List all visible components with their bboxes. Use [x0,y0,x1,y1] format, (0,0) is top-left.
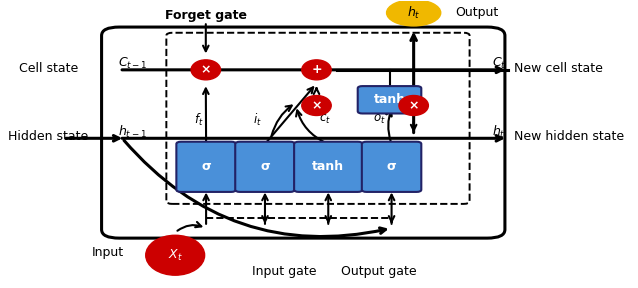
Text: $h_t$: $h_t$ [407,5,420,21]
FancyBboxPatch shape [358,86,421,113]
Text: Output gate: Output gate [341,265,416,278]
FancyBboxPatch shape [294,142,362,192]
Text: ×: × [311,99,322,112]
Text: $h_t$: $h_t$ [492,124,506,140]
Text: $X_t$: $X_t$ [168,248,182,263]
FancyBboxPatch shape [362,142,421,192]
Ellipse shape [302,60,331,80]
Text: $h_{t-1}$: $h_{t-1}$ [119,124,147,140]
Text: $c_t$: $c_t$ [320,113,331,126]
Text: $o_t$: $o_t$ [373,113,385,126]
Text: σ: σ [387,160,396,173]
Text: σ: σ [201,160,211,173]
Text: +: + [311,63,322,76]
FancyBboxPatch shape [235,142,295,192]
Text: tanh: tanh [312,160,345,173]
Text: Input: Input [91,246,124,259]
Circle shape [387,0,441,26]
Text: Input gate: Input gate [252,265,316,278]
Ellipse shape [302,96,331,115]
Text: tanh: tanh [373,93,406,106]
Text: Hidden state: Hidden state [8,130,89,143]
Text: $i_t$: $i_t$ [253,112,262,128]
FancyBboxPatch shape [101,27,505,238]
FancyBboxPatch shape [176,142,236,192]
Ellipse shape [145,235,205,275]
Text: $C_t$: $C_t$ [492,56,506,71]
Text: Output: Output [455,6,498,19]
Text: Cell state: Cell state [19,62,78,75]
Text: σ: σ [260,160,270,173]
Ellipse shape [191,60,221,80]
Text: ×: × [408,99,419,112]
Text: ×: × [200,63,211,76]
Ellipse shape [399,96,428,115]
Text: New hidden state: New hidden state [514,130,624,143]
Text: $f_t$: $f_t$ [194,112,204,128]
Text: Forget gate: Forget gate [165,9,247,22]
Text: $C_{t-1}$: $C_{t-1}$ [118,56,147,71]
Text: New cell state: New cell state [514,62,603,75]
